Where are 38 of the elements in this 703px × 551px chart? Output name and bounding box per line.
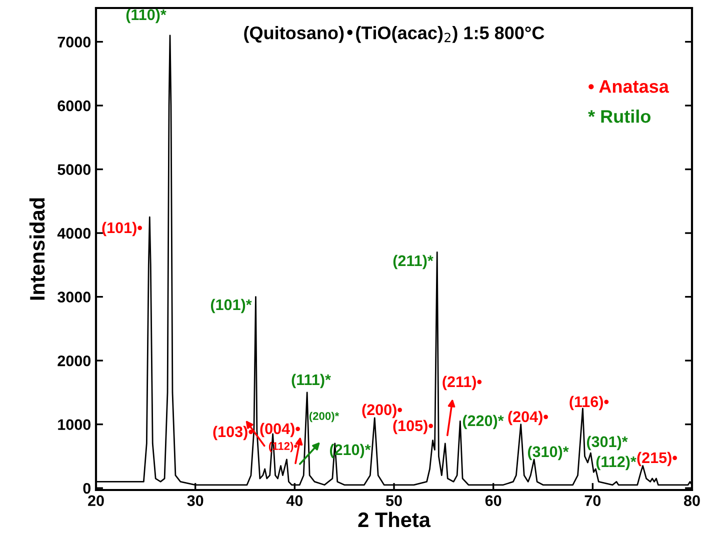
y-tick-label: 5000 bbox=[58, 164, 91, 175]
annotation: (204)• bbox=[508, 410, 548, 426]
annotation: * Rutilo bbox=[588, 110, 650, 123]
annotation: (101)• bbox=[102, 222, 142, 236]
y-tick-label: 7000 bbox=[58, 36, 91, 48]
annotation: (101)* bbox=[210, 298, 252, 314]
annotation: (215)• bbox=[637, 452, 678, 466]
y-tick-label: 4000 bbox=[57, 228, 91, 239]
x-tick-label: 40 bbox=[286, 495, 303, 506]
y-tick-label: 3000 bbox=[58, 292, 91, 303]
annotation: (220)* bbox=[462, 414, 504, 430]
annotation: (211)* bbox=[393, 254, 434, 270]
x-tick-label: 70 bbox=[584, 495, 601, 506]
annotation: (112)* bbox=[596, 456, 636, 470]
annotation: • Anatasa bbox=[588, 80, 670, 93]
annotation: (116)• bbox=[570, 396, 609, 410]
x-tick-label: 50 bbox=[386, 495, 402, 506]
x-tick-label: 80 bbox=[684, 495, 700, 506]
y-axis-title: Intensidad bbox=[29, 198, 45, 300]
y-tick-label: 2000 bbox=[58, 355, 91, 366]
text: (Quitosano)•(TiO(acac)$_{2}$) 1:5 800°C bbox=[244, 26, 544, 43]
x-tick-label: 60 bbox=[485, 495, 502, 506]
x-tick-label: 30 bbox=[187, 495, 204, 506]
annotation: (111)* bbox=[292, 374, 331, 388]
annotation: (103)• bbox=[213, 426, 254, 440]
y-tick-label: 6000 bbox=[58, 100, 91, 112]
annotation: (301)* bbox=[586, 436, 628, 450]
annotation: (310)* bbox=[528, 446, 569, 460]
x-axis-title: 2 Theta bbox=[358, 512, 431, 528]
annotation: (211)• bbox=[442, 376, 482, 390]
annotation: (004)• bbox=[260, 422, 300, 438]
annotation: (200)• bbox=[362, 404, 402, 418]
annotation: (105)• bbox=[393, 420, 434, 434]
x-tick-label: 20 bbox=[88, 495, 104, 506]
annotation: (200)* bbox=[309, 412, 340, 422]
annotation: (110)* bbox=[126, 8, 166, 24]
y-tick-label: 0 bbox=[83, 482, 91, 494]
y-tick-label: 1000 bbox=[58, 419, 91, 430]
